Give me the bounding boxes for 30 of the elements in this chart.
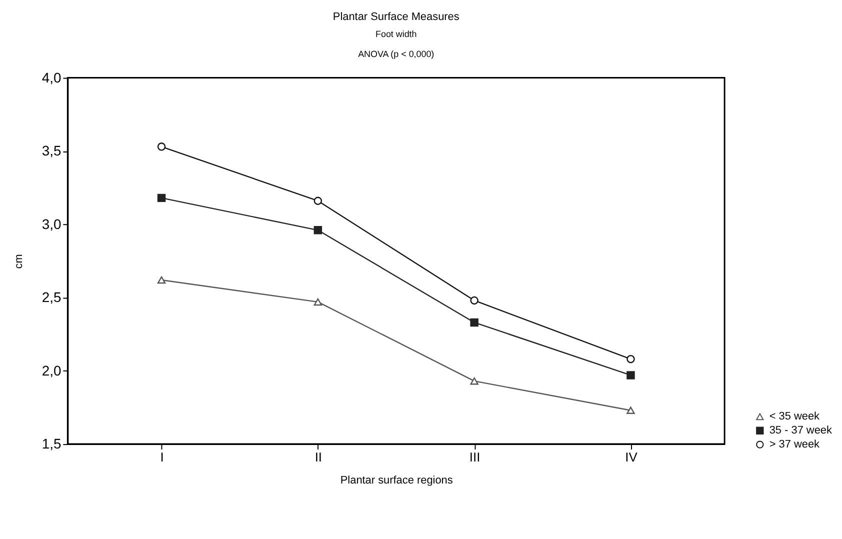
point [470,377,478,385]
point [157,194,166,202]
point [314,226,322,234]
y-axis-title: cm [12,254,25,269]
point [626,354,635,364]
text: ANOVA (p < 0,000) [358,48,434,59]
x-tick-label: IV [625,449,638,464]
y-tick-label: 4,0 [42,69,62,86]
chart-title: Plantar Surface Measures [332,11,460,24]
point [470,296,478,305]
x-tick-label: I [160,449,164,464]
y-tick-label: 2,5 [42,289,62,306]
point [157,276,166,284]
point [470,318,478,327]
y-tick-label: 2,0 [42,362,62,378]
point [626,371,635,380]
legend-label: < 35 week [769,410,820,423]
x-tick-label: II [314,449,322,464]
legend-label: 35 - 37 week [769,424,832,437]
x-axis-title: Plantar surface regions [340,474,454,486]
point [314,196,322,205]
y-tick-label: 1,5 [42,436,62,452]
y-tick-label: 3,0 [42,216,62,232]
y-tick-label: 3,5 [42,142,62,159]
chart-subtitle: Foot width [376,28,417,39]
point [314,298,322,306]
point [626,406,635,414]
legend-label: > 37 week [769,438,820,451]
point [157,142,166,151]
x-tick-label: III [469,449,480,464]
